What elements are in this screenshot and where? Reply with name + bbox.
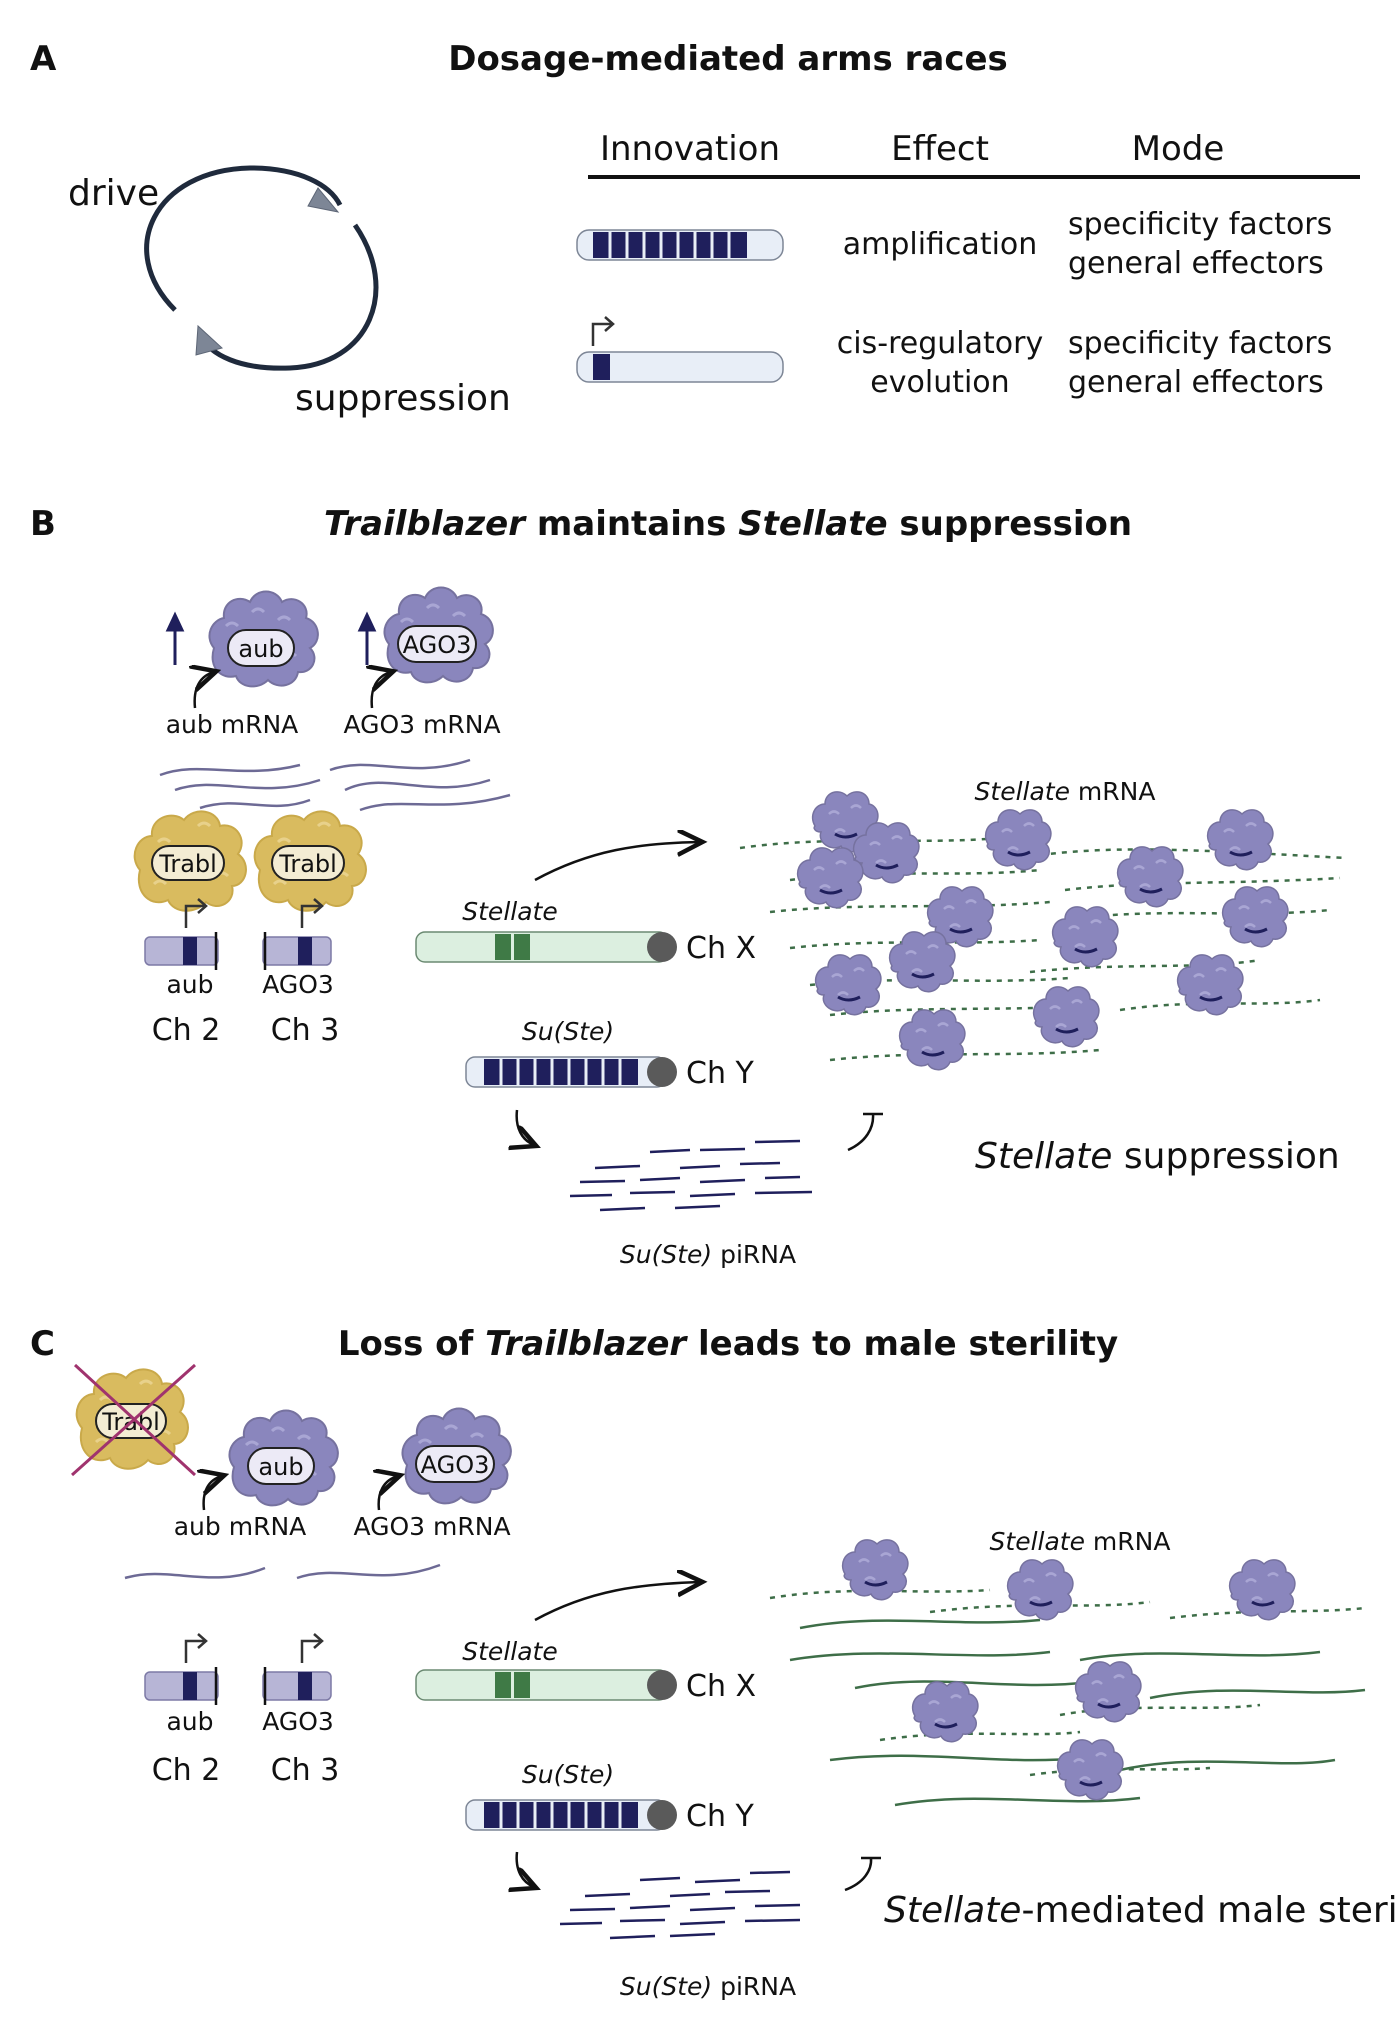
ago3-mrna-label-c: AGO3 mRNA bbox=[353, 1512, 510, 1541]
ago3-mrna-label: AGO3 mRNA bbox=[343, 710, 500, 739]
ch3-label: Ch 3 bbox=[271, 1013, 340, 1048]
effect-evolution: evolution bbox=[870, 365, 1009, 400]
ribosomes-b bbox=[796, 790, 1290, 1072]
drive-label: drive bbox=[68, 173, 159, 214]
header-effect: Effect bbox=[891, 129, 989, 169]
suppression-label: suppression bbox=[295, 378, 511, 419]
aub-protein-label: aub bbox=[238, 635, 283, 663]
panel-c-title: Loss of Trailblazer leads to male steril… bbox=[338, 1324, 1118, 1364]
trabl-label-2: Trabl bbox=[278, 850, 337, 878]
effect-cis-regulatory: cis-regulatory bbox=[837, 326, 1043, 361]
drive-arrowhead bbox=[307, 187, 340, 213]
panel-b-letter: B bbox=[30, 504, 56, 544]
stellate-transcription-arrow bbox=[534, 842, 700, 882]
stellate-mrna-label-b: Stellate mRNA bbox=[975, 777, 1156, 806]
aub-gene bbox=[144, 897, 219, 970]
aub-gene-label-c: aub bbox=[166, 1707, 213, 1736]
ch-y-label-c: Ch Y bbox=[686, 1799, 754, 1834]
suste-pirna-label-c: Su(Ste) piRNA bbox=[620, 1972, 796, 2001]
suste-pirnas bbox=[569, 1139, 813, 1212]
amplified-array-icon bbox=[576, 229, 784, 261]
ch-y-label: Ch Y bbox=[686, 1056, 754, 1091]
drive-suppression-cycle bbox=[144, 165, 379, 371]
mrna-waves-c bbox=[124, 1563, 441, 1580]
upregulation-arrows bbox=[165, 611, 377, 665]
aub-gene-label: aub bbox=[166, 970, 213, 999]
trabl-label-1: Trabl bbox=[158, 850, 217, 878]
ch-x-label: Ch X bbox=[686, 931, 756, 966]
pirna-production-arrow-c bbox=[517, 1851, 534, 1887]
suste-pirna-label: Su(Ste) piRNA bbox=[620, 1240, 796, 1269]
mode-row2-line2: general effectors bbox=[1068, 365, 1324, 400]
stellate-gene-label-c: Stellate bbox=[462, 1637, 557, 1666]
cross-line-2 bbox=[71, 1363, 196, 1477]
ago3-gene-label-c: AGO3 bbox=[262, 1707, 334, 1736]
panel-a-title: Dosage-mediated arms races bbox=[448, 39, 1008, 79]
aub-gene-c bbox=[144, 1632, 219, 1705]
trabl-protein-2: Trabl bbox=[253, 809, 368, 913]
repression-arrow-c bbox=[844, 1856, 881, 1892]
suste-pirnas-c bbox=[559, 1870, 801, 1940]
effect-amplification: amplification bbox=[843, 227, 1038, 262]
ago3-gene bbox=[262, 897, 332, 970]
trabl-protein-lost: Trabl bbox=[71, 1363, 197, 1477]
mode-row1-line2: general effectors bbox=[1068, 246, 1324, 281]
stellate-suppression-label: Stellate suppression bbox=[975, 1136, 1340, 1177]
ago3-protein: AGO3 bbox=[382, 586, 495, 684]
ago3-protein-label: AGO3 bbox=[403, 631, 472, 659]
header-innovation: Innovation bbox=[600, 129, 780, 169]
aub-ago3-mrna-waves bbox=[159, 758, 511, 812]
ch2-label: Ch 2 bbox=[152, 1013, 221, 1048]
aub-protein-c: aub bbox=[227, 1409, 340, 1507]
trabl-protein-1: Trabl bbox=[133, 809, 248, 913]
stellate-mrna-label-c: Stellate mRNA bbox=[990, 1527, 1171, 1556]
mode-row1-line1: specificity factors bbox=[1068, 207, 1332, 242]
ch3-label-c: Ch 3 bbox=[271, 1753, 340, 1788]
stellate-chromosome-x bbox=[415, 931, 677, 963]
aub-protein-label-c: aub bbox=[258, 1453, 303, 1481]
ch-x-label-c: Ch X bbox=[686, 1669, 756, 1704]
suste-chromosome-y-c bbox=[465, 1799, 677, 1831]
stellate-mrna-solid-c bbox=[789, 1618, 1366, 1807]
ch2-label-c: Ch 2 bbox=[152, 1753, 221, 1788]
male-sterility-label: Stellate-mediated male sterility bbox=[884, 1890, 1400, 1931]
panel-c-letter: C bbox=[30, 1324, 55, 1364]
repression-arrow bbox=[847, 1112, 883, 1152]
stellate-chromosome-x-c bbox=[415, 1669, 677, 1701]
stellate-gene-label: Stellate bbox=[462, 897, 557, 926]
ago3-protein-c: AGO3 bbox=[400, 1407, 513, 1505]
aub-protein: aub bbox=[207, 590, 320, 688]
header-mode: Mode bbox=[1132, 129, 1225, 169]
ago3-protein-label-c: AGO3 bbox=[421, 1451, 490, 1479]
aub-mrna-label-c: aub mRNA bbox=[174, 1512, 307, 1541]
mode-row2-line1: specificity factors bbox=[1068, 326, 1332, 361]
panel-b-title: Trailblazer maintains Stellate suppressi… bbox=[324, 504, 1132, 544]
ago3-gene-c bbox=[262, 1632, 332, 1705]
suste-chromosome-y bbox=[465, 1056, 677, 1088]
cis-regulatory-gene-icon bbox=[576, 315, 784, 383]
pirna-production-arrow bbox=[517, 1109, 534, 1145]
ago3-gene-label: AGO3 bbox=[262, 970, 334, 999]
panel-a-letter: A bbox=[30, 39, 57, 79]
stellate-transcription-arrow-c bbox=[534, 1582, 700, 1622]
aub-mrna-label: aub mRNA bbox=[166, 710, 299, 739]
translation-arrows-c bbox=[204, 1476, 398, 1511]
suste-gene-label-c: Su(Ste) bbox=[522, 1760, 614, 1789]
suppression-arrowhead bbox=[195, 324, 224, 356]
translation-arrows bbox=[195, 672, 391, 709]
suste-gene-label: Su(Ste) bbox=[522, 1017, 614, 1046]
